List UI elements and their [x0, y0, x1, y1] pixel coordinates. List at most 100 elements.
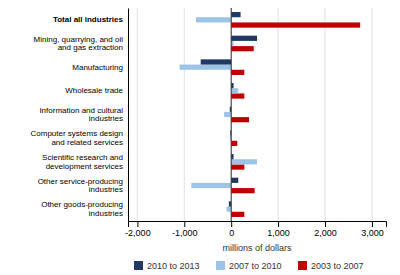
y-tick-label-line: Scientific research and: [42, 153, 123, 162]
bar: [231, 141, 237, 146]
y-tick-label-line: Total all industries: [53, 15, 124, 24]
grid-line: [325, 8, 326, 221]
bar: [231, 188, 254, 193]
y-tick: Information and culturalindustries: [39, 106, 128, 124]
legend-item: 2010 to 2013: [134, 261, 200, 271]
bar: [231, 159, 257, 164]
y-tick: Manufacturing: [72, 63, 128, 72]
y-axis-line: [128, 9, 129, 222]
x-tick-label: 0: [229, 228, 234, 238]
y-tick-label-line: Other service-producing: [38, 177, 123, 186]
y-tick-label: Manufacturing: [72, 63, 123, 72]
y-tick-label: Total all industries: [53, 15, 124, 24]
x-axis-line: [129, 222, 387, 228]
y-tick: Other goods-producingindustries: [41, 200, 128, 218]
legend-swatch: [298, 261, 307, 270]
bar: [224, 112, 231, 117]
grid: [137, 8, 372, 221]
legend-label: 2007 to 2010: [229, 261, 282, 271]
x-tick: -2,000: [125, 221, 151, 238]
y-tick-label-line: industries: [89, 114, 123, 123]
bar: [231, 164, 244, 169]
y-tick: Other service-producingindustries: [38, 177, 128, 195]
grid-line: [184, 8, 185, 221]
y-tick-label-line: Information and cultural: [39, 106, 123, 115]
grid-line: [371, 8, 372, 221]
x-axis: -2,000 -1,000 0 1,000 2,000 3,000: [125, 221, 386, 238]
bar: [231, 70, 244, 75]
x-tick-mark: [184, 221, 185, 227]
bar: [231, 12, 240, 17]
legend: 2010 to 2013 2007 to 2010 2003 to 2007: [134, 261, 364, 271]
chart-container: -2,000 -1,000 0 1,000 2,000 3,000 Other goods-…: [0, 0, 400, 275]
x-tick: -1,000: [172, 221, 198, 238]
bar: [231, 36, 257, 41]
y-tick-label: Other service-producingindustries: [38, 177, 123, 195]
y-tick-label: Computer systems designand related servi…: [31, 129, 123, 147]
zero-line: [231, 8, 232, 221]
y-tick-label: Scientific research anddevelopment servi…: [42, 153, 123, 171]
bar: [231, 212, 244, 217]
grid-line: [137, 8, 138, 221]
y-tick-label: Other goods-producingindustries: [41, 200, 123, 218]
y-tick-label-line: Computer systems design: [31, 129, 123, 138]
bar: [231, 46, 254, 51]
legend-swatch: [216, 261, 225, 270]
y-tick: Total all industries: [53, 15, 128, 24]
y-tick-label-line: and gas extraction: [58, 43, 123, 52]
y-tick: Mining, quarrying, and oiland gas extrac…: [34, 35, 128, 53]
y-tick-label: Information and culturalindustries: [39, 106, 123, 124]
plot: -2,000 -1,000 0 1,000 2,000 3,000 Other goods-…: [31, 8, 387, 271]
grid-line: [231, 8, 232, 221]
x-tick: 0: [229, 221, 234, 238]
y-tick-label-line: and related services: [51, 138, 123, 147]
y-tick-label-line: Manufacturing: [72, 63, 123, 72]
y-tick-label-line: Other goods-producing: [41, 200, 123, 209]
bar-series: [231, 22, 360, 217]
chart-svg: -2,000 -1,000 0 1,000 2,000 3,000 Other goods-…: [0, 0, 400, 275]
x-tick: 1,000: [267, 221, 290, 238]
bar: [231, 178, 238, 183]
bar: [231, 117, 249, 122]
x-tick-mark: [137, 221, 138, 227]
bar: [196, 17, 231, 22]
x-tick-label: 2,000: [314, 228, 337, 238]
legend-swatch: [134, 261, 143, 270]
x-tick-label: 1,000: [267, 228, 290, 238]
x-tick: 3,000: [361, 221, 384, 238]
y-tick-label-line: Wholesale trade: [65, 86, 123, 95]
bars: [180, 12, 361, 217]
legend-item: 2007 to 2010: [216, 261, 282, 271]
grid-line: [278, 8, 279, 221]
y-tick: Scientific research anddevelopment servi…: [42, 153, 128, 171]
y-tick-label-line: industries: [89, 209, 123, 218]
x-tick-mark: [372, 221, 373, 227]
y-tick-label-line: Mining, quarrying, and oil: [34, 35, 124, 44]
y-tick-label-line: industries: [89, 185, 123, 194]
bar: [231, 22, 360, 27]
x-tick-mark: [231, 221, 232, 227]
x-tick-mark: [325, 221, 326, 227]
y-tick-label-line: development services: [46, 162, 123, 171]
bar: [227, 207, 232, 212]
legend-label: 2010 to 2013: [147, 261, 200, 271]
bar: [180, 65, 232, 70]
x-tick-label: -2,000: [125, 228, 151, 238]
x-tick-label: 3,000: [361, 228, 384, 238]
legend-item: 2003 to 2007: [298, 261, 364, 271]
bar-series: [201, 12, 257, 207]
x-tick-mark: [278, 221, 279, 227]
y-tick: Wholesale trade: [65, 86, 128, 95]
x-tick: 2,000: [314, 221, 337, 238]
bar: [201, 59, 231, 64]
y-tick-label: Mining, quarrying, and oiland gas extrac…: [34, 35, 124, 53]
bar: [231, 93, 244, 98]
x-axis-title: millions of dollars: [222, 243, 292, 253]
y-axis: Other goods-producingindustriesOther ser…: [31, 9, 129, 222]
legend-label: 2003 to 2007: [311, 261, 364, 271]
bar: [231, 88, 238, 93]
y-tick: Computer systems designand related servi…: [31, 129, 128, 147]
bar-series: [180, 17, 257, 212]
bar: [191, 183, 231, 188]
y-tick-label: Wholesale trade: [65, 86, 123, 95]
